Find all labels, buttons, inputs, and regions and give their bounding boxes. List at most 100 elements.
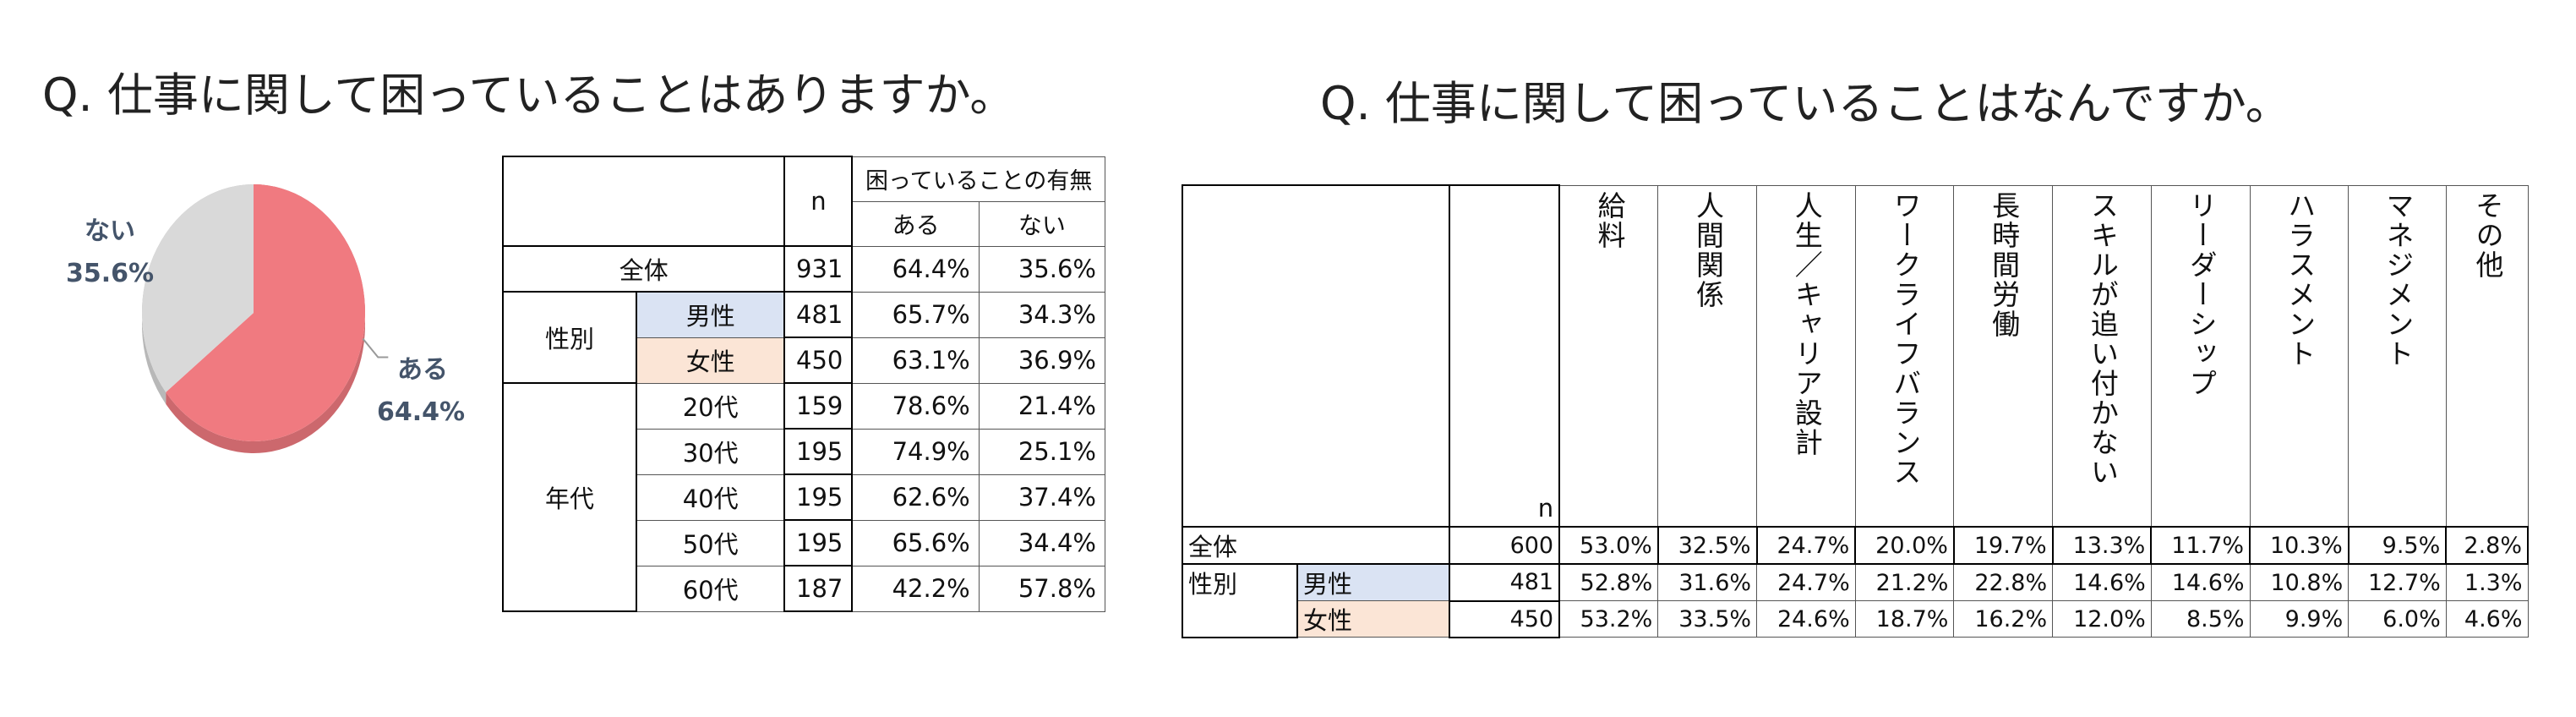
cell-no: 37.4% [978,473,1106,521]
table-row: 全体 931 64.4% 35.6% [501,245,1106,293]
table-row: 50代 195 65.6% 34.4% [503,519,1106,566]
cell-value: 8.5% [2150,600,2251,638]
cell-value: 12.0% [2052,600,2152,638]
cell-yes: 78.6% [851,382,980,430]
row-label: 男性 [1296,563,1450,601]
pie-label-yes: ある [397,355,448,385]
cell-value: 31.6% [1657,563,1758,601]
group-header: 困っていることの有無 [851,156,1106,202]
cell-value: 33.5% [1657,600,1758,638]
cell-yes: 65.7% [851,291,980,338]
col-header-no: ない [978,200,1106,247]
cell-n: 450 [1449,599,1561,638]
row-label: 男性 [636,291,785,338]
cell-n: 195 [783,519,854,566]
cell-n: 481 [783,291,854,338]
cell-no: 34.3% [978,291,1106,338]
col-header: その他 [2445,184,2529,528]
cell-value: 4.6% [2445,600,2529,638]
row-label: 30代 [636,428,785,475]
pie-leader-line [362,337,389,358]
cell-value: 32.5% [1656,526,1758,565]
cell-n: 450 [783,337,854,384]
row-label: 40代 [636,473,785,521]
cell-value: 52.8% [1558,563,1659,601]
pie-value-yes: 64.4% [377,397,466,427]
group-label-age: 年代 [502,382,637,612]
col-header: 長時間労働 [1953,184,2054,528]
table-row: 全体 600 53.0% 32.5% 24.7% 20.0% 19.7% 13.… [1181,526,2529,565]
cell-value: 14.6% [2150,563,2251,601]
cell-value: 22.8% [1953,563,2054,601]
cell-value: 9.5% [2347,526,2448,565]
issues-table: n 給料 人間関係 人生／キャリア設計 ワークライフバランス 長時間労働 スキル… [1181,184,2529,638]
col-header-yes: ある [851,200,980,247]
cell-value: 9.9% [2249,600,2350,638]
n-header: n [1449,184,1561,528]
cell-value: 12.7% [2348,563,2447,601]
row-label: 60代 [636,565,785,612]
left-title: Q. 仕事に関して困っていることはありますか。 [42,68,1016,122]
table-row: 60代 187 42.2% 57.8% [503,565,1106,612]
cell-yes: 65.6% [851,519,980,566]
row-label: 50代 [636,519,785,566]
cell-no: 25.1% [978,428,1106,475]
col-header: マネジメント [2348,184,2447,528]
cell-value: 21.2% [1854,563,1955,601]
cell-n: 195 [783,428,854,475]
cell-value: 16.2% [1953,600,2054,638]
row-label: 全体 [1181,526,1451,565]
row-label: 女性 [636,337,785,384]
cell-value: 20.0% [1854,526,1955,565]
cell-yes: 62.6% [851,473,980,521]
cell-value: 24.6% [1756,600,1856,638]
cell-value: 10.3% [2249,526,2350,565]
pie-value-no: 35.6% [66,259,155,288]
group-label-gender: 性別 [1182,563,1298,638]
cell-value: 14.6% [2052,563,2152,601]
col-header: ハラスメント [2249,184,2350,528]
table-row: 女性 450 63.1% 36.9% [503,337,1106,384]
cell-n: 600 [1449,526,1561,565]
col-header: スキルが追い付かない [2052,184,2152,528]
table-row: 40代 195 62.6% 37.4% [503,473,1106,521]
cell-value: 13.3% [2051,526,2153,565]
n-header: n [783,156,854,247]
cell-value: 24.7% [1756,563,1856,601]
pie-slice-1 [142,184,254,392]
cell-value: 19.7% [1952,526,2054,565]
cell-value: 6.0% [2348,600,2447,638]
cell-value: 53.2% [1558,600,1659,638]
cell-n: 481 [1449,563,1561,602]
header-empty [1181,184,1451,528]
cell-no: 34.4% [978,519,1106,566]
cell-yes: 42.2% [851,565,980,612]
cell-n: 931 [783,245,854,293]
group-label-gender: 性別 [502,291,637,384]
pie-chart [141,184,389,453]
pie-slice-side-0 [166,184,365,453]
cell-value: 24.7% [1755,526,1857,565]
table-row: 女性 450 53.2% 33.5% 24.6% 18.7% 16.2% 12.… [1182,599,2529,638]
header-empty [501,156,786,247]
col-header: リーダーシップ [2150,184,2251,528]
cell-n: 187 [783,565,854,612]
cell-yes: 63.1% [851,337,980,384]
cell-value: 11.7% [2150,526,2251,565]
cell-value: 53.0% [1558,526,1659,565]
col-header: 人間関係 [1657,184,1758,528]
cell-yes: 74.9% [851,428,980,475]
table-row: 性別 男性 481 65.7% 34.3% [502,291,1106,384]
row-label: 20代 [636,382,785,430]
cell-n: 195 [783,473,854,521]
cell-value: 10.8% [2249,563,2350,601]
cell-no: 21.4% [978,382,1106,430]
cell-value: 18.7% [1854,600,1955,638]
col-header: 給料 [1558,184,1659,528]
pie-label-no: ない [85,216,135,246]
table-row: 年代 20代 159 78.6% 21.4% [502,382,1106,612]
cell-no: 36.9% [978,337,1106,384]
presence-table: n 困っていることの有無 ある ない 全体 931 64.4% 35.6% 性別… [501,156,1106,612]
cell-no: 57.8% [978,565,1106,612]
col-header: ワークライフバランス [1854,184,1955,528]
